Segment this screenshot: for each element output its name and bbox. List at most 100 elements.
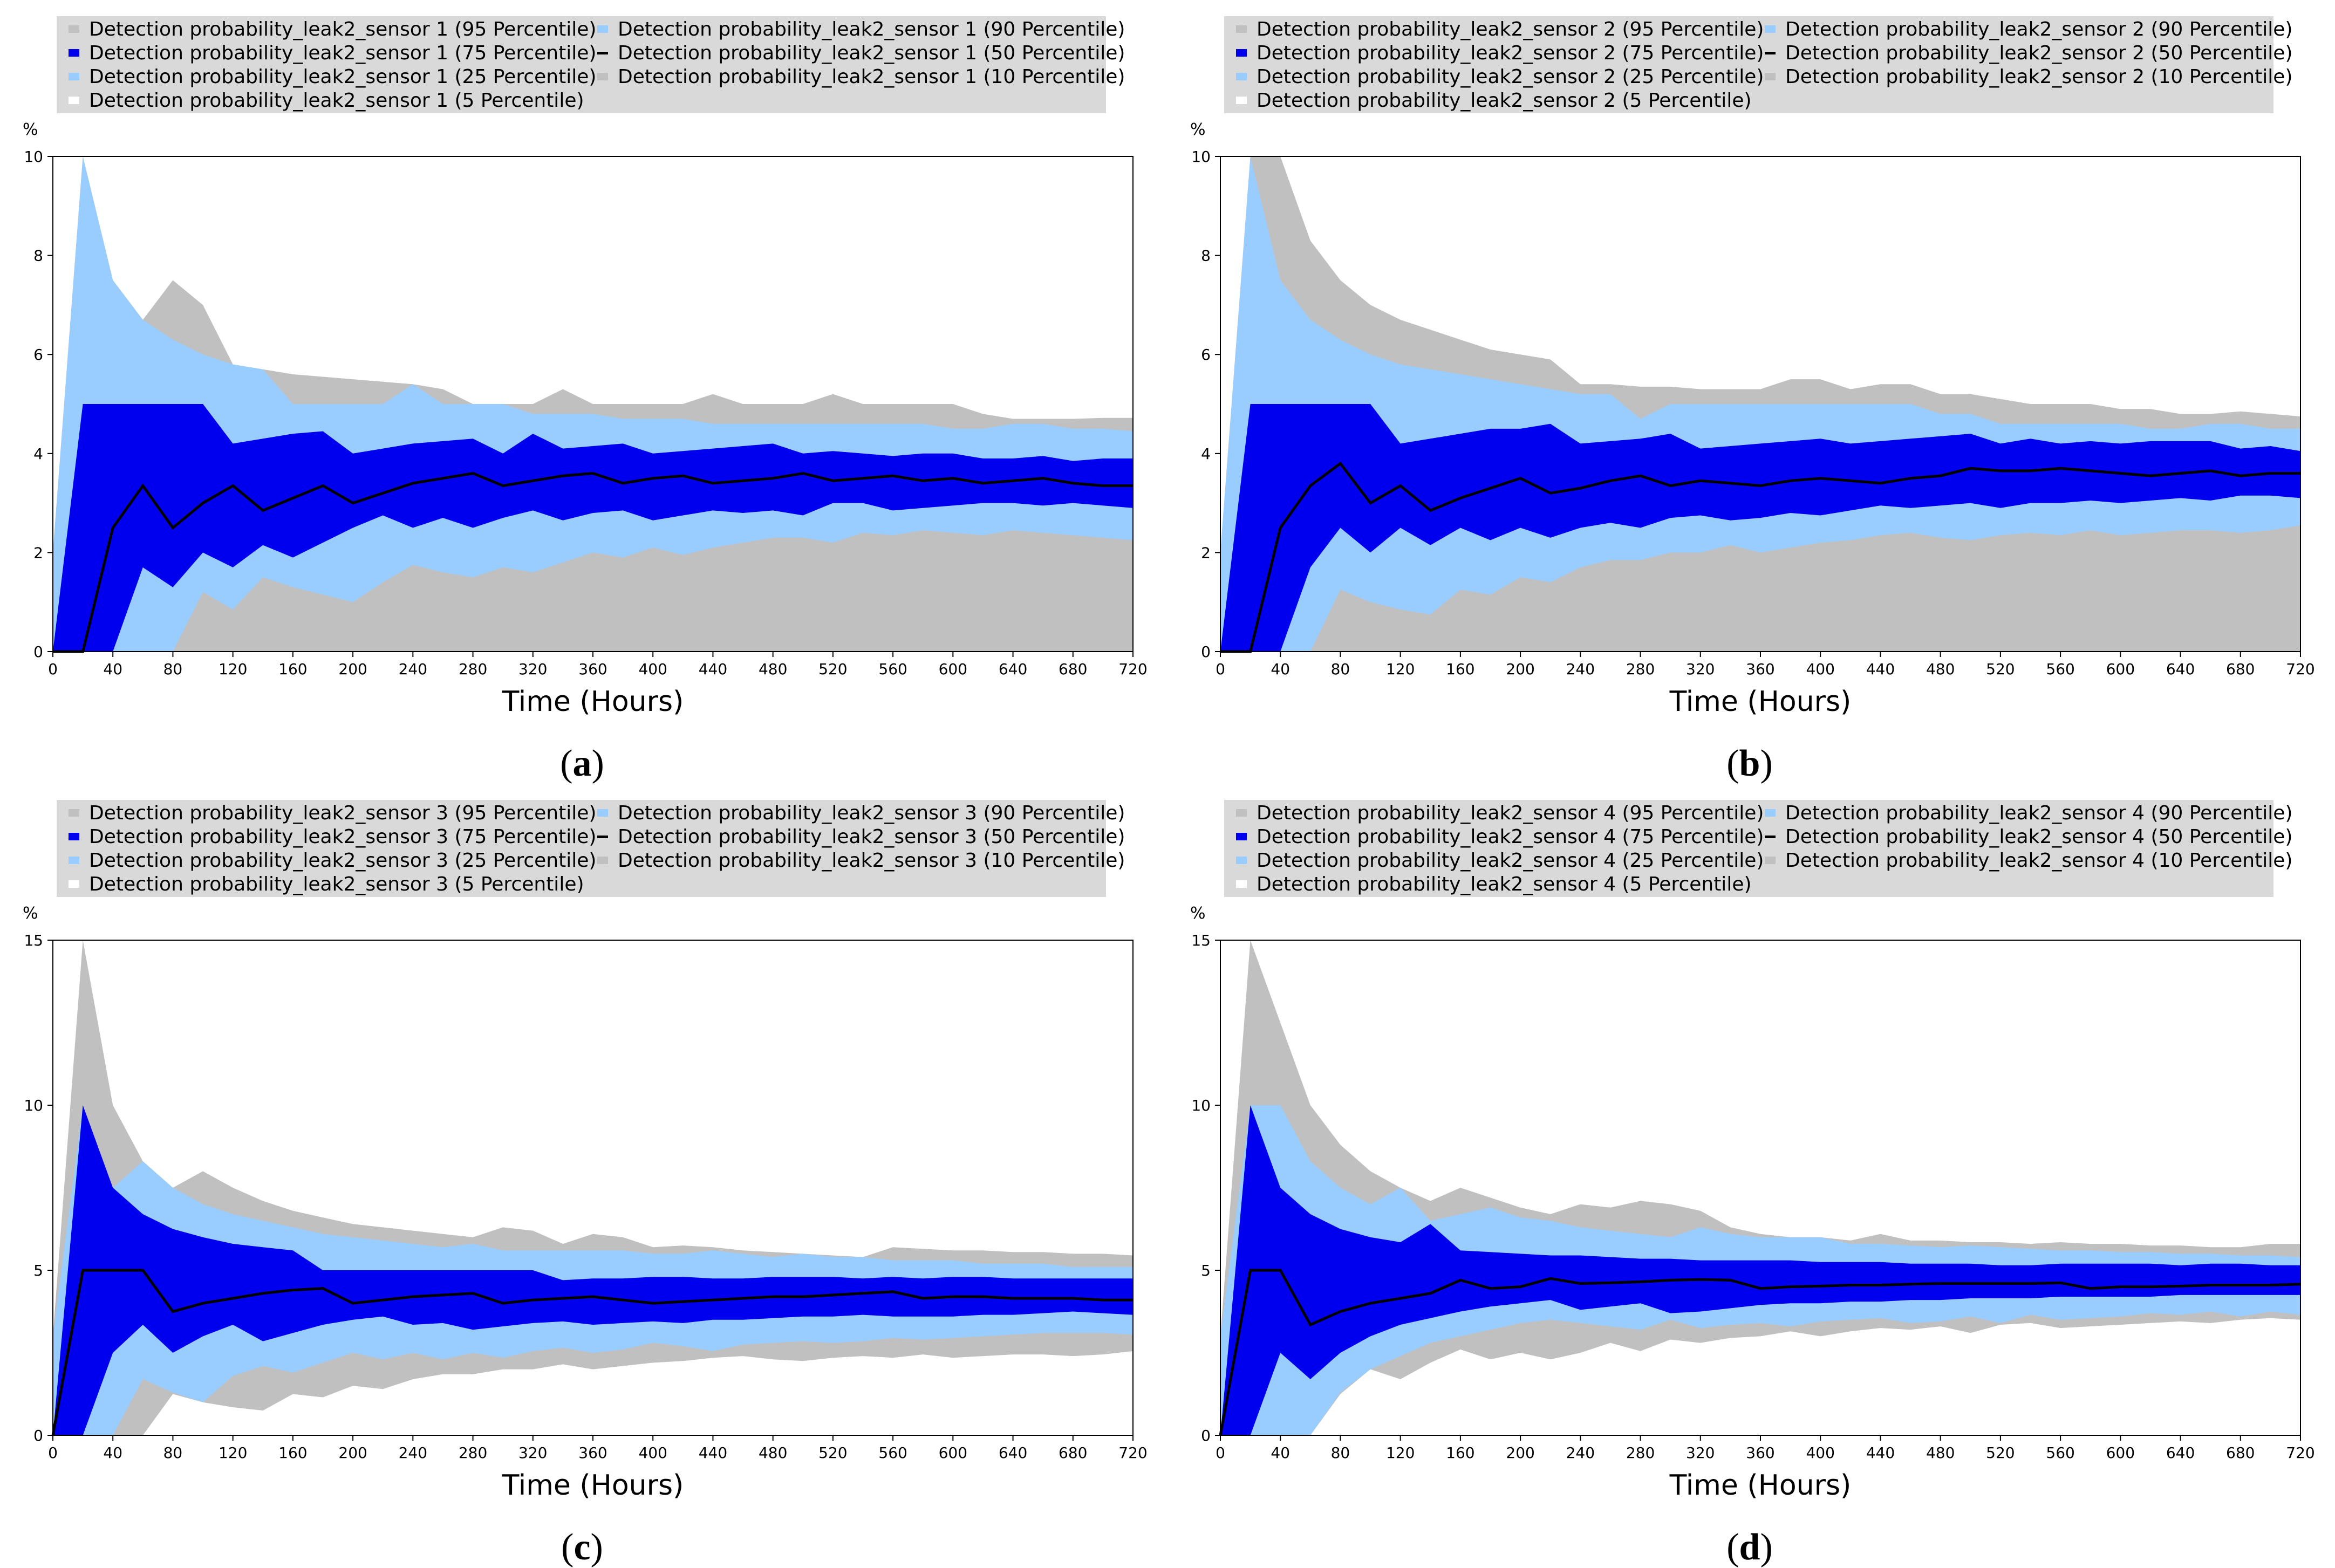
legend-label: Detection probability_leak2_sensor 2 (5 … (1257, 89, 1752, 112)
legend-item: Detection probability_leak2_sensor 2 (5 … (1236, 88, 1765, 112)
x-axis-title: Time (Hours) (1669, 686, 1852, 718)
x-tick-label: 440 (1866, 660, 1895, 678)
subfigure-label: (a) (560, 743, 604, 784)
y-tick-label: 0 (1201, 1427, 1211, 1444)
legend-label: Detection probability_leak2_sensor 3 (25… (89, 849, 597, 872)
legend: Detection probability_leak2_sensor 1 (95… (57, 16, 1125, 113)
legend-swatch (597, 51, 608, 54)
legend-item: Detection probability_leak2_sensor 2 (90… (1765, 17, 2293, 41)
x-tick-label: 680 (2226, 1444, 2255, 1462)
x-tick-label: 600 (2106, 660, 2135, 678)
x-tick-label: 240 (399, 1444, 427, 1462)
x-tick-label: 80 (163, 660, 183, 678)
legend-swatch (1236, 809, 1247, 817)
legend-swatch (597, 73, 608, 80)
legend-swatch (1765, 857, 1776, 864)
legend: Detection probability_leak2_sensor 3 (95… (57, 800, 1125, 897)
x-tick-label: 240 (399, 660, 427, 678)
x-tick-label: 520 (1986, 660, 2015, 678)
legend-swatch (1765, 73, 1776, 80)
legend-label: Detection probability_leak2_sensor 3 (90… (618, 802, 1125, 824)
y-tick-label: 0 (33, 1427, 43, 1444)
subfigure-label: (c) (561, 1526, 603, 1567)
x-tick-label: 520 (818, 1444, 847, 1462)
legend-swatch (69, 97, 79, 104)
legend-label: Detection probability_leak2_sensor 2 (95… (1257, 18, 1764, 40)
x-tick-label: 560 (2046, 1444, 2074, 1462)
x-tick-label: 40 (103, 660, 122, 678)
legend-label: Detection probability_leak2_sensor 3 (5 … (89, 873, 584, 895)
y-tick-label: 0 (1201, 643, 1211, 661)
x-tick-label: 560 (2046, 660, 2074, 678)
y-tick-label: 0 (33, 643, 43, 661)
x-tick-label: 360 (578, 1444, 607, 1462)
y-tick-label: 2 (1201, 544, 1211, 562)
legend-label: Detection probability_leak2_sensor 3 (10… (618, 849, 1125, 872)
legend-item: Detection probability_leak2_sensor 4 (25… (1236, 848, 1765, 872)
y-tick-label: 5 (33, 1262, 43, 1279)
x-tick-label: 200 (1506, 1444, 1534, 1462)
chart-panel-c: Detection probability_leak2_sensor 3 (95… (0, 784, 1168, 1567)
y-tick-label: 10 (24, 148, 43, 166)
legend-swatch (597, 857, 608, 864)
y-axis-unit: % (1190, 120, 1206, 139)
legend-swatch (597, 809, 608, 817)
x-tick-label: 120 (219, 660, 247, 678)
chart-panel-d: Detection probability_leak2_sensor 4 (95… (1168, 784, 2335, 1567)
y-tick-label: 10 (1191, 1097, 1211, 1114)
x-axis-title: Time (Hours) (502, 686, 684, 718)
x-tick-label: 720 (2286, 660, 2314, 678)
legend-label: Detection probability_leak2_sensor 1 (25… (89, 65, 597, 88)
legend-label: Detection probability_leak2_sensor 1 (95… (89, 18, 597, 40)
legend-label: Detection probability_leak2_sensor 2 (25… (1257, 65, 1764, 88)
x-axis-title: Time (Hours) (1669, 1469, 1852, 1502)
x-tick-label: 720 (2286, 1444, 2314, 1462)
x-tick-label: 40 (1271, 1444, 1290, 1462)
x-tick-label: 400 (1806, 660, 1834, 678)
x-tick-label: 400 (638, 660, 667, 678)
legend-label: Detection probability_leak2_sensor 1 (5 … (89, 89, 584, 112)
legend-label: Detection probability_leak2_sensor 4 (10… (1785, 849, 2293, 872)
legend-item: Detection probability_leak2_sensor 3 (10… (597, 848, 1126, 872)
legend-label: Detection probability_leak2_sensor 3 (50… (618, 825, 1125, 848)
legend-item: Detection probability_leak2_sensor 2 (75… (1236, 41, 1765, 65)
x-tick-label: 480 (1926, 1444, 1955, 1462)
legend-label: Detection probability_leak2_sensor 1 (50… (618, 42, 1125, 64)
legend-label: Detection probability_leak2_sensor 4 (95… (1257, 802, 1764, 824)
x-tick-label: 80 (1331, 1444, 1350, 1462)
x-tick-label: 80 (163, 1444, 183, 1462)
legend-swatch (1765, 25, 1776, 33)
legend-item: Detection probability_leak2_sensor 3 (95… (69, 801, 597, 825)
legend-item: Detection probability_leak2_sensor 4 (95… (1236, 801, 1765, 825)
y-tick-label: 4 (33, 445, 43, 463)
y-tick-label: 15 (1191, 932, 1211, 949)
legend-item: Detection probability_leak2_sensor 3 (5 … (69, 872, 597, 896)
chart-svg: 0 40 80 120 160 200 240 280 320 360 400 440 480 520 56… (1190, 120, 2315, 784)
x-tick-label: 480 (759, 1444, 787, 1462)
x-tick-label: 240 (1566, 1444, 1595, 1462)
median-line (53, 471, 1133, 653)
band-10-percentile (1220, 525, 2300, 652)
x-tick-label: 160 (1446, 660, 1474, 678)
x-tick-label: 40 (1271, 660, 1290, 678)
legend-item: Detection probability_leak2_sensor 4 (10… (1765, 848, 2293, 872)
x-tick-label: 600 (939, 660, 967, 678)
legend-item: Detection probability_leak2_sensor 3 (25… (69, 848, 597, 872)
x-tick-label: 400 (638, 1444, 667, 1462)
x-tick-label: 40 (103, 1444, 122, 1462)
legend-item: Detection probability_leak2_sensor 1 (50… (597, 41, 1126, 65)
median-line (1219, 1269, 2301, 1436)
x-tick-label: 120 (1386, 1444, 1415, 1462)
y-tick-label: 15 (24, 932, 43, 949)
x-tick-label: 200 (338, 1444, 367, 1462)
x-tick-label: 120 (219, 1444, 247, 1462)
x-tick-label: 480 (759, 660, 787, 678)
legend-label: Detection probability_leak2_sensor 3 (75… (89, 825, 597, 848)
legend-item: Detection probability_leak2_sensor 2 (50… (1765, 41, 2293, 65)
legend-swatch (1236, 25, 1247, 33)
legend-swatch (69, 49, 79, 57)
x-tick-label: 680 (2226, 660, 2255, 678)
x-tick-label: 280 (459, 1444, 487, 1462)
x-tick-label: 520 (818, 660, 847, 678)
legend-label: Detection probability_leak2_sensor 2 (90… (1785, 18, 2293, 40)
